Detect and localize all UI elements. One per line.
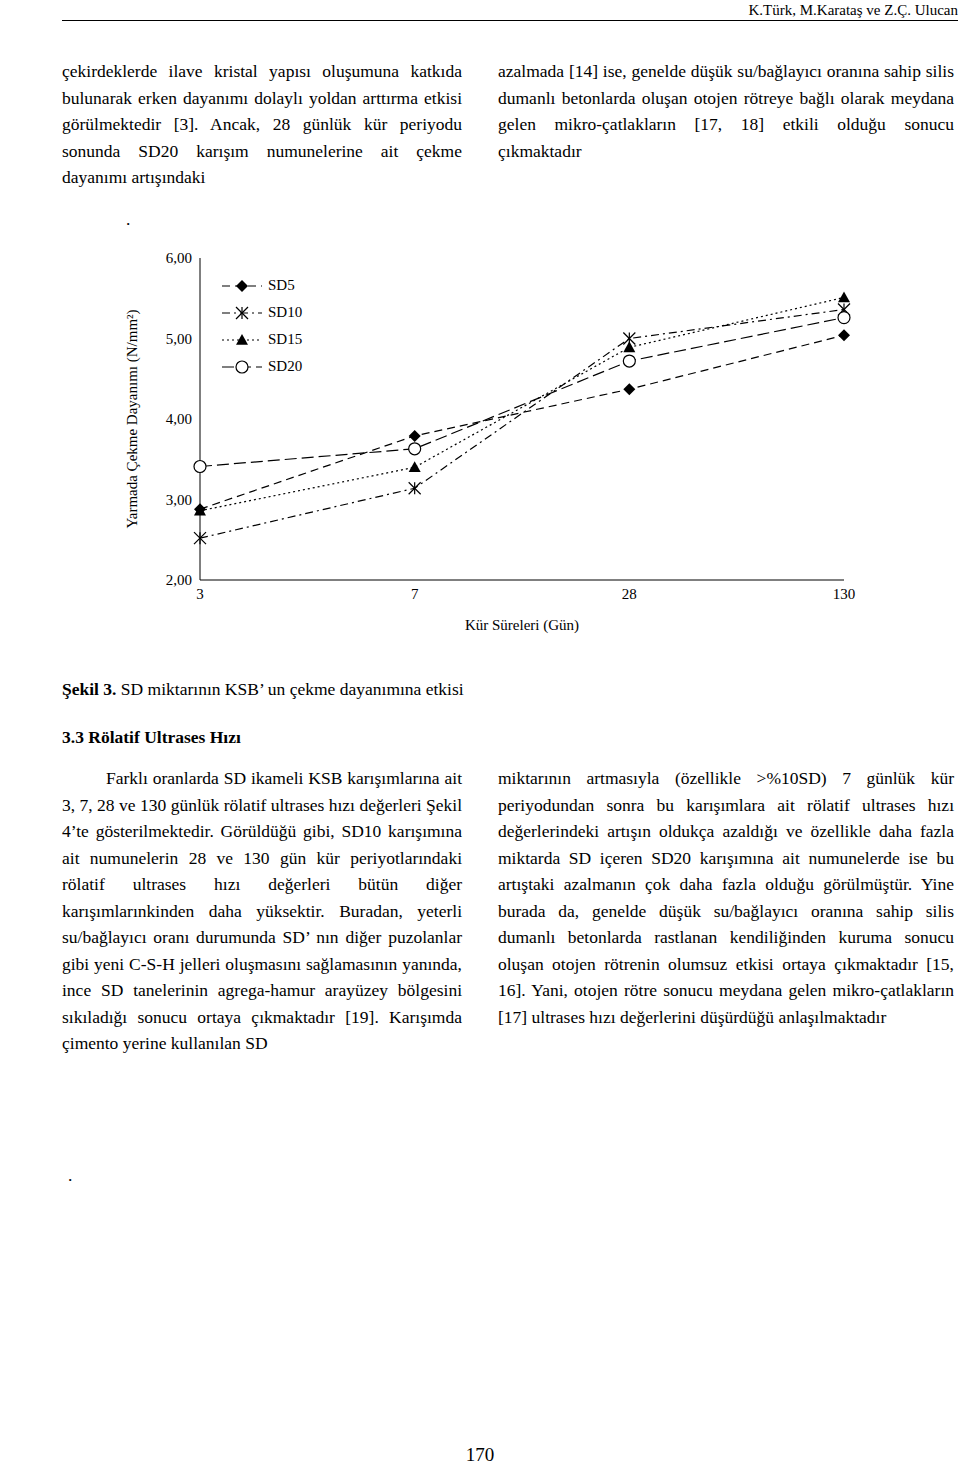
svg-text:3,00: 3,00: [166, 492, 192, 508]
svg-text:5,00: 5,00: [166, 331, 192, 347]
html-text:SD15: SD15: [268, 331, 303, 347]
html-text:azalmada [14] ise, genelde düş: azalmada [14] ise, genelde düşük su/bağl…: [498, 61, 954, 161]
html-text:SD10: SD10: [268, 304, 303, 320]
svg-text:7: 7: [411, 586, 419, 602]
svg-text:3: 3: [196, 586, 204, 602]
html-text:SD5: SD5: [268, 277, 295, 293]
html-text:miktarının artmasıyla (özellik: miktarının artmasıyla (özellikle >%10SD)…: [498, 768, 954, 1027]
svg-text:Kür Süreleri (Gün): Kür Süreleri (Gün): [465, 617, 579, 634]
html-text:Şekil 3. SD miktarının KSB’ un: Şekil 3. SD miktarının KSB’ un çekme day…: [62, 679, 464, 699]
html-text:K.Türk, M.Karataş ve Z.Ç. Uluc: K.Türk, M.Karataş ve Z.Ç. Ulucan: [748, 2, 958, 18]
html-text:Farklı oranlarda SD ikameli KS: Farklı oranlarda SD ikameli KSB karışıml…: [62, 768, 462, 1053]
svg-text:130: 130: [833, 586, 856, 602]
html-text:çekirdeklerde ilave kristal ya: çekirdeklerde ilave kristal yapısı oluşu…: [62, 61, 462, 187]
svg-text:28: 28: [622, 586, 637, 602]
svg-text:2,00: 2,00: [166, 572, 192, 588]
html-text:3.3 Rölatif Ultrases Hızı: 3.3 Rölatif Ultrases Hızı: [62, 727, 241, 747]
svg-text:Yarmada Çekme Dayanımı (N/mm²): Yarmada Çekme Dayanımı (N/mm²): [124, 309, 141, 528]
html-text:170: 170: [465, 1444, 495, 1465]
svg-text:4,00: 4,00: [166, 411, 192, 427]
svg-text:6,00: 6,00: [166, 250, 192, 266]
html-text:SD20: SD20: [268, 358, 303, 374]
